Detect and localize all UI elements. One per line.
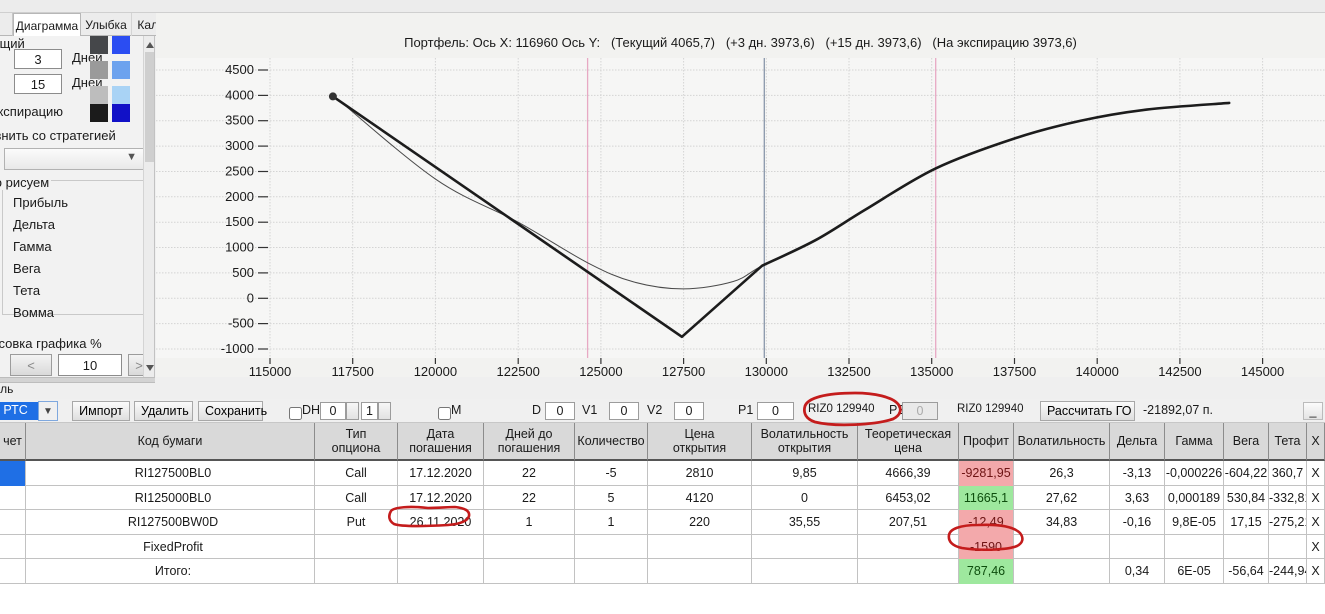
svg-text:122500: 122500 <box>497 364 540 377</box>
svg-text:120000: 120000 <box>414 364 457 377</box>
svg-text:117500: 117500 <box>331 364 373 377</box>
svg-text:115000: 115000 <box>249 364 291 377</box>
svg-text:2000: 2000 <box>225 189 254 204</box>
svg-text:2500: 2500 <box>225 164 254 179</box>
svg-text:1500: 1500 <box>225 214 254 229</box>
svg-text:-1000: -1000 <box>221 341 254 356</box>
svg-text:0: 0 <box>247 290 254 305</box>
svg-text:142500: 142500 <box>1158 364 1201 377</box>
svg-text:3000: 3000 <box>225 138 254 153</box>
svg-text:125000: 125000 <box>579 364 622 377</box>
svg-text:3500: 3500 <box>225 113 254 128</box>
svg-text:140000: 140000 <box>1076 364 1119 377</box>
svg-text:145000: 145000 <box>1241 364 1284 377</box>
svg-text:4500: 4500 <box>225 62 254 77</box>
svg-text:137500: 137500 <box>993 364 1036 377</box>
svg-text:-500: -500 <box>228 316 254 331</box>
svg-text:132500: 132500 <box>827 364 870 377</box>
svg-text:500: 500 <box>232 265 254 280</box>
svg-text:130000: 130000 <box>745 364 788 377</box>
svg-text:4000: 4000 <box>225 87 254 102</box>
svg-text:135000: 135000 <box>910 364 953 377</box>
svg-text:1000: 1000 <box>225 240 254 255</box>
svg-text:127500: 127500 <box>662 364 705 377</box>
